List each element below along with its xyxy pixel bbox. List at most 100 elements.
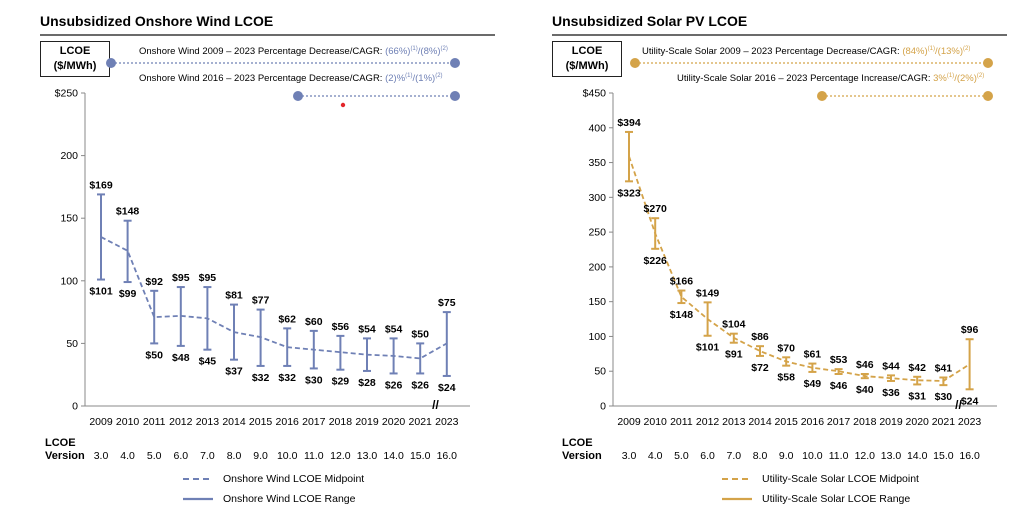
version-value: 10.0 bbox=[277, 450, 298, 462]
title-divider bbox=[40, 34, 495, 36]
annotation-pct: (84%) bbox=[902, 46, 928, 58]
annotation-pct: 3% bbox=[933, 73, 947, 85]
data-label-low: $101 bbox=[696, 342, 720, 354]
version-value: 8.0 bbox=[227, 450, 242, 462]
version-value: 5.0 bbox=[674, 450, 689, 462]
data-label-low: $46 bbox=[830, 380, 848, 392]
annotation-text: Utility-Scale Solar 2016 – 2023 Percenta… bbox=[677, 73, 934, 85]
data-label-high: $96 bbox=[961, 324, 979, 336]
version-value: 11.0 bbox=[304, 450, 324, 462]
data-label-high: $46 bbox=[856, 359, 874, 371]
annotation-sep: / bbox=[412, 73, 416, 85]
annotation-cagr: (2%) bbox=[956, 73, 977, 85]
data-label-high: $54 bbox=[358, 323, 376, 335]
annotation-sep: / bbox=[954, 73, 957, 85]
x-tick-label: 2014 bbox=[748, 416, 772, 428]
data-label-low: $26 bbox=[385, 379, 403, 391]
y-tick-label: 150 bbox=[60, 213, 78, 225]
data-label-high: $92 bbox=[145, 276, 163, 288]
annotation-2016-2023: Utility-Scale Solar 2016 – 2023 Percenta… bbox=[677, 73, 984, 84]
y-tick-label: 150 bbox=[588, 296, 606, 308]
x-tick-label: 2023 bbox=[435, 416, 459, 428]
wind-chart-panel: Unsubsidized Onshore Wind LCOE LCOE ($/M… bbox=[40, 13, 495, 505]
data-label-high: $169 bbox=[89, 179, 113, 191]
footnote-ref: (1) bbox=[405, 73, 413, 79]
version-value: 9.0 bbox=[779, 450, 794, 462]
data-label-high: $81 bbox=[225, 290, 243, 302]
units-value: ($/MWh) bbox=[565, 60, 609, 72]
version-label-line1: LCOE bbox=[562, 437, 593, 449]
data-label-high: $54 bbox=[385, 323, 403, 335]
data-label-high: $75 bbox=[438, 297, 456, 309]
x-tick-label: 2018 bbox=[329, 416, 353, 428]
x-tick-label: 2012 bbox=[169, 416, 193, 428]
data-label-low: $48 bbox=[172, 352, 190, 364]
data-label-low: $30 bbox=[935, 391, 953, 403]
version-value: 14.0 bbox=[907, 450, 928, 462]
x-tick-label: 2011 bbox=[670, 416, 693, 428]
data-label-high: $95 bbox=[172, 272, 190, 284]
version-value: 10.0 bbox=[802, 450, 823, 462]
data-label-high: $166 bbox=[670, 276, 694, 288]
version-value: 16.0 bbox=[437, 450, 458, 462]
version-value: 11.0 bbox=[829, 450, 849, 462]
data-label-low: $50 bbox=[145, 349, 163, 361]
version-value: 7.0 bbox=[726, 450, 741, 462]
version-label-line1: LCOE bbox=[45, 437, 76, 449]
data-label-high: $53 bbox=[830, 354, 848, 366]
data-label-low: $40 bbox=[856, 384, 874, 396]
data-label-high: $60 bbox=[305, 316, 323, 328]
version-value: 15.0 bbox=[933, 450, 954, 462]
midpoint-series-line bbox=[628, 156, 971, 382]
version-value: 13.0 bbox=[357, 450, 378, 462]
data-label-low: $30 bbox=[305, 374, 323, 386]
annotation-2009-2023: Utility-Scale Solar 2009 – 2023 Percenta… bbox=[642, 46, 970, 57]
version-value: 14.0 bbox=[383, 450, 404, 462]
x-tick-label: 2011 bbox=[143, 416, 166, 428]
data-label-high: $148 bbox=[116, 206, 140, 218]
data-label-high: $77 bbox=[252, 295, 270, 307]
data-label-high: $44 bbox=[882, 360, 900, 372]
version-value: 3.0 bbox=[94, 450, 109, 462]
data-label-high: $56 bbox=[332, 321, 350, 333]
x-tick-label: 2018 bbox=[853, 416, 877, 428]
data-label-low: $24 bbox=[961, 395, 979, 407]
legend-midpoint: Onshore Wind LCOE Midpoint bbox=[223, 473, 365, 485]
annotation-sep: / bbox=[935, 46, 938, 58]
x-tick-label: 2016 bbox=[276, 416, 300, 428]
x-tick-label: 2015 bbox=[249, 416, 273, 428]
solar-chart-svg: $450 400 350 300 250 200 150 100 50 0 $394 $323 2009… bbox=[583, 58, 997, 501]
annotation-sep: / bbox=[417, 46, 421, 58]
data-label-low: $31 bbox=[908, 390, 926, 402]
data-label-low: $28 bbox=[358, 377, 376, 389]
data-label-low: $72 bbox=[751, 362, 769, 374]
annotation-start-dot bbox=[106, 58, 116, 68]
annotation-end-dot bbox=[450, 91, 460, 101]
version-value: 16.0 bbox=[959, 450, 980, 462]
version-value: 12.0 bbox=[330, 450, 351, 462]
data-label-high: $86 bbox=[751, 331, 769, 343]
legend-midpoint: Utility-Scale Solar LCOE Midpoint bbox=[762, 473, 919, 485]
midpoint-series-line bbox=[100, 236, 448, 360]
annotation-cagr: (1%) bbox=[415, 73, 436, 85]
version-label-line2: Version bbox=[562, 450, 602, 462]
y-tick-label: 400 bbox=[588, 122, 606, 134]
x-tick-label: 2023 bbox=[958, 416, 982, 428]
version-label-line2: Version bbox=[45, 450, 85, 462]
version-value: 13.0 bbox=[881, 450, 902, 462]
data-label-high: $95 bbox=[199, 272, 217, 284]
chart-title: Unsubsidized Onshore Wind LCOE bbox=[40, 13, 274, 29]
footnote-ref: (2) bbox=[976, 73, 985, 79]
y-tick-label: 0 bbox=[72, 401, 78, 413]
data-label-low: $226 bbox=[644, 255, 668, 267]
data-label-low: $32 bbox=[252, 372, 270, 384]
axis-break-mark: // bbox=[955, 398, 962, 412]
data-label-low: $148 bbox=[670, 309, 694, 321]
annotation-end-dot bbox=[983, 91, 993, 101]
x-tick-label: 2020 bbox=[906, 416, 930, 428]
x-tick-label: 2013 bbox=[722, 416, 746, 428]
data-label-low: $49 bbox=[804, 378, 822, 390]
version-value: 7.0 bbox=[200, 450, 215, 462]
units-value: ($/MWh) bbox=[53, 60, 97, 72]
y-tick-label: 100 bbox=[60, 275, 78, 287]
